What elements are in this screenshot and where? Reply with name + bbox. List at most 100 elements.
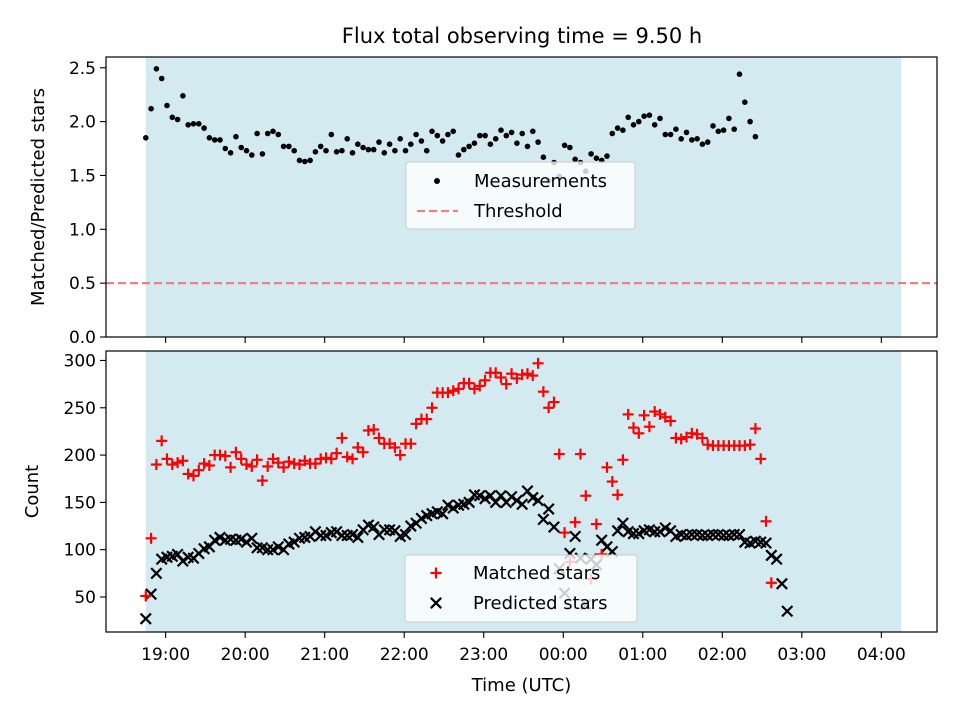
predicted-star-point	[314, 529, 327, 542]
top-legend: Measurements Threshold	[405, 161, 636, 230]
measurement-point	[726, 115, 732, 122]
matched-star-point	[532, 357, 544, 369]
matched-star-point	[696, 432, 708, 444]
predicted-star-point	[569, 530, 582, 543]
measurement-point	[143, 135, 149, 141]
measurement-point	[445, 131, 451, 138]
measurement-point	[530, 128, 536, 135]
matched-star-point	[357, 446, 369, 458]
measurement-point	[450, 128, 457, 135]
matched-star-point	[331, 447, 343, 459]
matched-star-point	[198, 458, 210, 470]
measurement-point	[227, 150, 234, 156]
bottom-x-tick-label: 01:00	[618, 645, 667, 665]
measurement-point	[180, 93, 186, 99]
measurement-point	[731, 126, 737, 132]
measurement-point	[270, 128, 276, 135]
predicted-star-point	[436, 507, 449, 520]
predicted-star-point	[537, 513, 550, 526]
measurement-point	[365, 146, 372, 153]
measurement-point	[704, 139, 711, 145]
measurement-point	[201, 125, 207, 131]
matched-star-point	[193, 464, 205, 476]
measurement-point	[280, 143, 287, 150]
measurement-point	[588, 151, 594, 157]
matched-star-point	[389, 442, 401, 454]
bottom-x-tick-label: 20:00	[221, 645, 270, 665]
predicted-star-point	[760, 537, 773, 550]
measurement-point	[477, 132, 483, 139]
bottom-x-tick-label: 22:00	[380, 645, 429, 665]
top-panel: 0.0 0.5 1.0 1.5 2.0 2.5 Matched/Predicted sta…	[28, 56, 938, 348]
matched-star-point	[140, 590, 152, 602]
matched-star-point	[474, 380, 486, 392]
matched-star-point	[347, 453, 359, 465]
bottom-y-tick-label: 200	[64, 446, 96, 466]
legend-measurements-marker	[434, 178, 440, 184]
predicted-star-point	[717, 529, 730, 542]
measurement-point	[370, 146, 377, 153]
measurement-point	[636, 118, 642, 125]
matched-star-point	[240, 459, 252, 471]
measurement-point	[381, 150, 388, 156]
measurement-point	[376, 139, 382, 145]
measurement-point	[508, 129, 515, 136]
matched-star-point	[336, 432, 348, 444]
bottom-plot-frame	[105, 350, 938, 633]
matched-star-point	[182, 468, 194, 480]
matched-star-point	[256, 475, 268, 487]
measurement-point	[408, 141, 414, 147]
predicted-star-point	[378, 523, 391, 536]
predicted-star-point	[648, 525, 661, 538]
matched-star-point	[325, 453, 337, 465]
matched-star-point	[580, 490, 592, 502]
predicted-star-point	[733, 528, 746, 541]
legend-predicted-label: Predicted stars	[473, 593, 607, 614]
measurement-point	[742, 99, 748, 105]
matched-star-point	[643, 421, 655, 433]
measurement-point	[747, 118, 753, 125]
matched-star-point	[177, 455, 189, 467]
measurement-point	[572, 156, 578, 163]
predicted-star-point	[367, 521, 380, 533]
measurement-point	[185, 122, 191, 128]
measurement-point	[710, 123, 716, 129]
matched-star-point	[373, 432, 385, 444]
measurement-point	[492, 136, 499, 142]
matched-stars-points	[140, 357, 777, 602]
measurement-point	[233, 133, 239, 140]
measurement-point	[503, 132, 510, 139]
legend-predicted-marker	[430, 597, 442, 609]
measurement-point	[222, 145, 229, 152]
bottom-y-tick-label: 300	[64, 351, 96, 371]
measurement-point	[439, 138, 446, 144]
bottom-legend: Matched stars Predicted stars	[404, 554, 638, 623]
measurement-point	[190, 121, 197, 127]
predicted-star-point	[611, 524, 624, 537]
measurement-point	[323, 147, 329, 154]
matched-star-point	[442, 387, 454, 399]
measurement-point	[307, 157, 313, 164]
matched-star-point	[405, 438, 417, 450]
predicted-star-point	[251, 541, 264, 554]
bottom-y-axis-label: Count	[22, 465, 43, 518]
matched-star-point	[479, 374, 491, 386]
measurement-point	[540, 154, 547, 160]
matched-star-point	[553, 448, 565, 460]
measurement-point	[413, 131, 419, 138]
measurement-point	[487, 141, 494, 147]
measurement-point	[593, 155, 600, 161]
matched-star-point	[744, 439, 756, 451]
matched-star-point	[612, 489, 624, 501]
measurement-point	[609, 130, 616, 137]
measurement-point	[498, 127, 504, 133]
measurement-point	[514, 140, 520, 146]
measurement-point	[466, 143, 472, 150]
measurement-point	[535, 139, 541, 145]
matched-star-point	[765, 577, 777, 589]
measurement-point	[683, 129, 690, 136]
matched-star-point	[368, 424, 380, 436]
matched-star-point	[675, 433, 687, 445]
measurement-point	[657, 115, 663, 122]
